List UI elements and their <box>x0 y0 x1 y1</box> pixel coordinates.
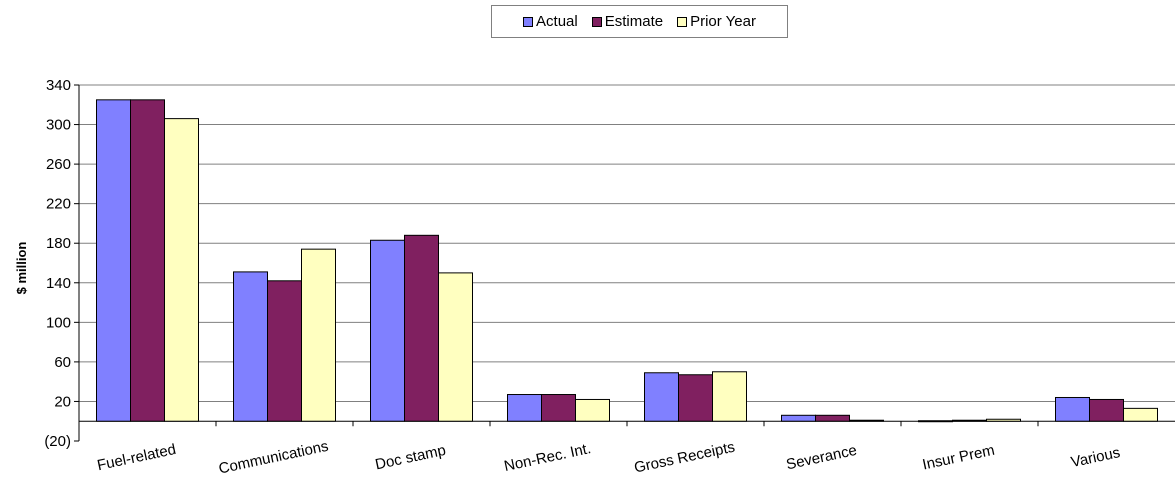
y-tick-label: 260 <box>46 156 71 173</box>
y-tick-label: 100 <box>46 314 71 331</box>
bar-actual <box>1055 396 1090 422</box>
legend-swatch-estimate <box>591 16 602 27</box>
legend-label-estimate: Estimate <box>604 13 664 30</box>
x-tick-label: Fuel-related <box>96 441 178 474</box>
bar-estimate <box>404 234 439 422</box>
legend-item-actual: Actual <box>523 13 578 30</box>
bar-prior-year <box>986 418 1021 422</box>
legend-item-prior-year: Prior Year <box>677 13 756 30</box>
legend-swatch-prior-year <box>677 16 688 27</box>
y-tick-label: 300 <box>46 117 71 134</box>
bar-prior-year <box>1123 407 1158 422</box>
bar-prior-year <box>712 371 747 422</box>
bar-actual <box>644 372 679 422</box>
bar-actual <box>781 414 816 422</box>
bar-prior-year <box>301 248 336 422</box>
legend-swatch-actual <box>523 16 534 27</box>
legend: Actual Estimate Prior Year <box>491 5 788 38</box>
bar-prior-year <box>849 419 884 422</box>
bar-estimate <box>541 394 576 422</box>
bar-actual <box>918 420 953 423</box>
y-tick-label: 220 <box>46 196 71 213</box>
y-tick-label: 60 <box>54 354 71 371</box>
bar-estimate <box>267 280 302 422</box>
bar-prior-year <box>438 272 473 422</box>
y-tick-label: (20) <box>44 433 71 450</box>
bar-actual <box>370 239 405 422</box>
bar-estimate <box>1089 398 1124 422</box>
x-tick-label: Severance <box>785 442 859 474</box>
legend-label-actual: Actual <box>536 13 578 30</box>
y-axis-title: $ million <box>14 242 29 295</box>
x-tick-label: Communications <box>217 438 330 478</box>
x-tick-label: Various <box>1069 444 1121 471</box>
x-tick-label: Doc stamp <box>374 442 448 474</box>
bar-estimate <box>130 99 165 422</box>
bar-actual <box>96 99 131 422</box>
bar-prior-year <box>575 398 610 422</box>
bar-estimate <box>952 419 987 422</box>
legend-item-estimate: Estimate <box>591 13 664 30</box>
x-tick-label: Gross Receipts <box>633 439 737 477</box>
bar-estimate <box>678 374 713 422</box>
bar-prior-year <box>164 118 199 422</box>
bar-actual <box>233 271 268 422</box>
bar-estimate <box>815 414 850 422</box>
x-tick-label: Insur Prem <box>921 442 996 474</box>
y-tick-label: 340 <box>46 77 71 94</box>
y-tick-label: 20 <box>54 393 71 410</box>
bar-actual <box>507 394 542 422</box>
y-tick-label: 180 <box>46 235 71 252</box>
legend-label-prior-year: Prior Year <box>690 13 756 30</box>
y-tick-label: 140 <box>46 275 71 292</box>
x-tick-label: Non-Rec. Int. <box>503 440 593 475</box>
